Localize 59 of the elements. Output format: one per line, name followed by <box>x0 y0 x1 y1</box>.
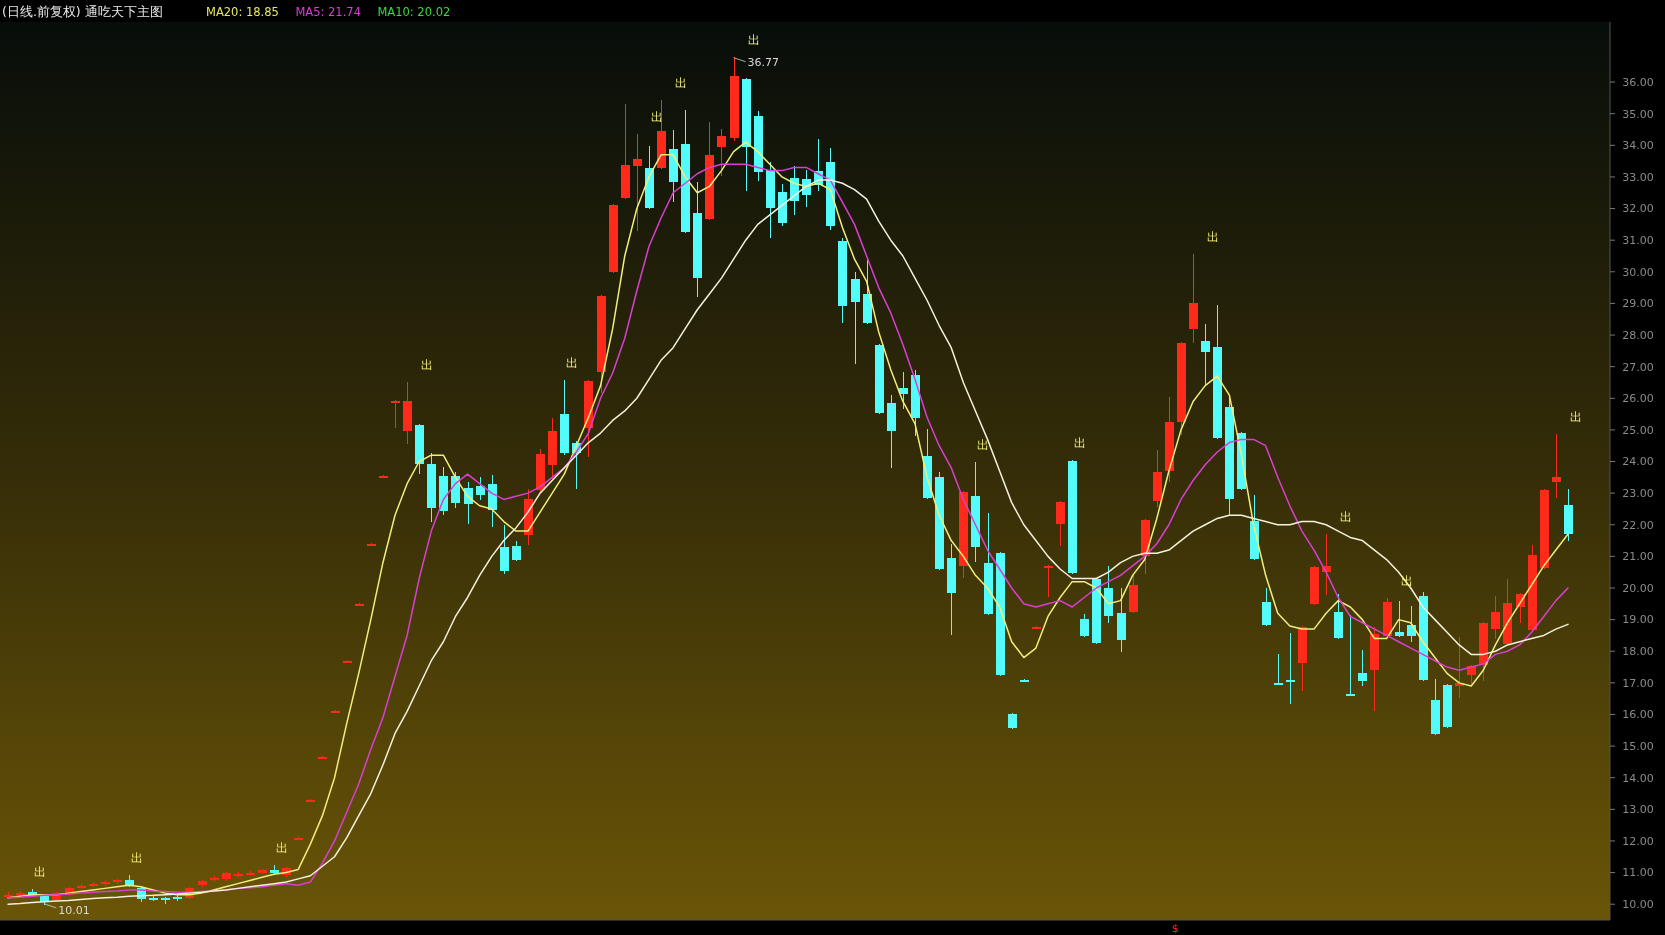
text: 出 <box>1340 509 1353 524</box>
text: 出 <box>276 841 289 856</box>
y-tick-label: 21.00 <box>1622 550 1654 564</box>
text: 出 <box>1207 230 1220 245</box>
text: MA5: 21.74 <box>295 5 361 19</box>
y-tick-label: 26.00 <box>1622 392 1654 406</box>
candlestick <box>306 798 315 802</box>
candlestick <box>355 602 364 606</box>
text: 出 <box>1074 436 1087 451</box>
y-tick-label: 17.00 <box>1622 676 1654 690</box>
y-tick-label: 34.00 <box>1622 139 1654 153</box>
annotation: 36.77 <box>747 55 780 69</box>
candlestick <box>343 659 352 663</box>
text: 出 <box>977 438 990 453</box>
text: $ <box>1171 922 1179 935</box>
y-tick-label: 27.00 <box>1622 360 1654 374</box>
y-tick-label: 35.00 <box>1622 107 1654 121</box>
y-tick-label: 32.00 <box>1622 202 1654 216</box>
candlestick <box>331 709 340 713</box>
y-tick-label: 24.00 <box>1622 455 1654 469</box>
y-tick-label: 14.00 <box>1622 771 1654 785</box>
y-tick-label: 30.00 <box>1622 265 1654 279</box>
candlestick <box>1032 625 1041 629</box>
candlestick <box>1346 614 1355 696</box>
y-tick-label: 15.00 <box>1622 739 1654 753</box>
y-tick-label: 12.00 <box>1622 834 1654 848</box>
y-tick-label: 36.00 <box>1622 75 1654 89</box>
y-tick-label: 22.00 <box>1622 518 1654 532</box>
text: 出 <box>1569 409 1582 424</box>
y-tick-label: 11.00 <box>1622 866 1654 880</box>
candlestick <box>367 542 376 546</box>
y-tick-label: 31.00 <box>1622 234 1654 248</box>
y-tick-label: 28.00 <box>1622 328 1654 342</box>
y-tick-label: 25.00 <box>1622 423 1654 437</box>
text: 出 <box>675 75 688 90</box>
y-tick-label: 16.00 <box>1622 708 1654 722</box>
text: 出 <box>34 864 47 879</box>
y-tick-label: 29.00 <box>1622 297 1654 311</box>
candlestick <box>318 755 327 759</box>
y-tick-label: 10.00 <box>1622 898 1654 912</box>
text: 出 <box>650 110 663 125</box>
candlestick <box>1020 678 1029 682</box>
chart-title: (日线.前复权) 通吃天下主图 <box>2 4 163 19</box>
y-tick-label: 13.00 <box>1622 803 1654 817</box>
candlestick <box>294 836 303 840</box>
text: 出 <box>421 358 434 373</box>
text: 出 <box>566 356 579 371</box>
text: 出 <box>747 32 760 47</box>
y-tick-label: 20.00 <box>1622 581 1654 595</box>
y-tick-label: 33.00 <box>1622 170 1654 184</box>
candlestick <box>379 474 388 478</box>
annotation: 10.01 <box>58 903 90 917</box>
y-tick-label: 23.00 <box>1622 486 1654 500</box>
text: MA10: 20.02 <box>377 5 451 19</box>
candlestick <box>1274 653 1283 685</box>
text: 出 <box>130 850 143 865</box>
y-tick-label: 18.00 <box>1622 645 1654 659</box>
y-tick-label: 19.00 <box>1622 613 1654 627</box>
text: MA20: 18.85 <box>206 5 279 19</box>
